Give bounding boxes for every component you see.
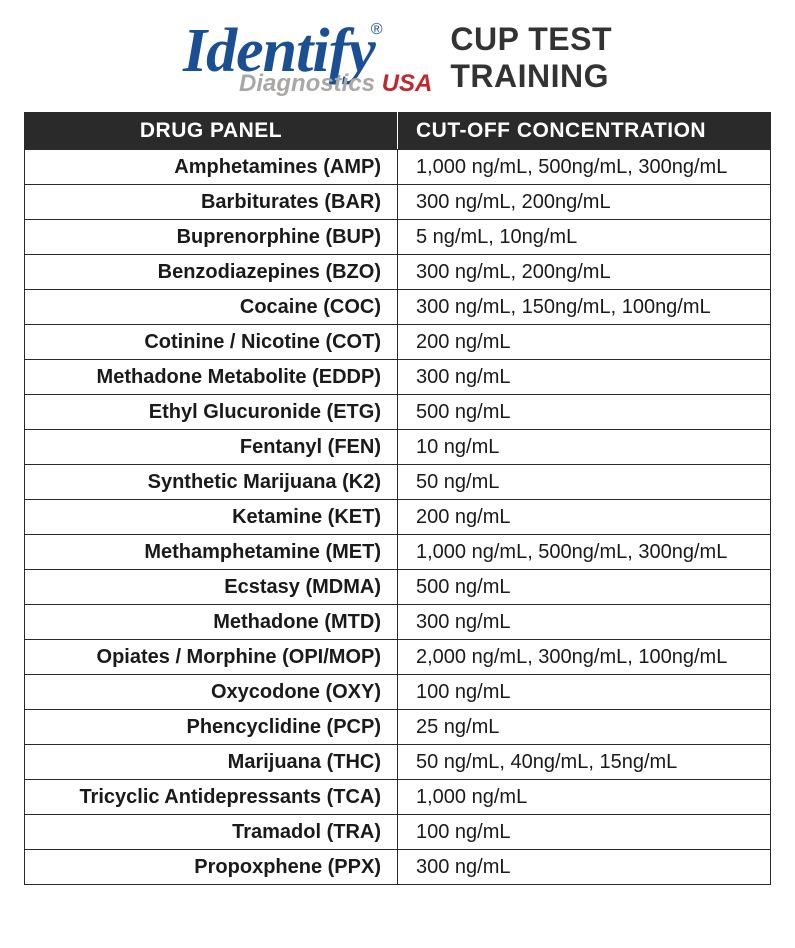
drug-panel-cell: Ecstasy (MDMA)	[25, 570, 398, 605]
drug-panel-cell: Oxycodone (OXY)	[25, 675, 398, 710]
cutoff-cell: 1,000 ng/mL, 500ng/mL, 300ng/mL	[398, 150, 771, 185]
cutoff-cell: 500 ng/mL	[398, 395, 771, 430]
table-row: Oxycodone (OXY)100 ng/mL	[25, 675, 771, 710]
cutoff-cell: 300 ng/mL, 200ng/mL	[398, 185, 771, 220]
cutoff-cell: 300 ng/mL	[398, 605, 771, 640]
drug-panel-cell: Methamphetamine (MET)	[25, 535, 398, 570]
registered-icon: ®	[371, 21, 383, 38]
drug-panel-cell: Benzodiazepines (BZO)	[25, 255, 398, 290]
drug-panel-cell: Marijuana (THC)	[25, 745, 398, 780]
cutoff-cell: 100 ng/mL	[398, 675, 771, 710]
drug-panel-cell: Phencyclidine (PCP)	[25, 710, 398, 745]
table-row: Marijuana (THC)50 ng/mL, 40ng/mL, 15ng/m…	[25, 745, 771, 780]
cutoff-cell: 1,000 ng/mL, 500ng/mL, 300ng/mL	[398, 535, 771, 570]
cutoff-cell: 2,000 ng/mL, 300ng/mL, 100ng/mL	[398, 640, 771, 675]
cutoff-cell: 300 ng/mL, 150ng/mL, 100ng/mL	[398, 290, 771, 325]
table-row: Tramadol (TRA)100 ng/mL	[25, 815, 771, 850]
cutoff-cell: 300 ng/mL	[398, 360, 771, 395]
cutoff-cell: 200 ng/mL	[398, 325, 771, 360]
table-row: Benzodiazepines (BZO)300 ng/mL, 200ng/mL	[25, 255, 771, 290]
cutoff-cell: 1,000 ng/mL	[398, 780, 771, 815]
table-header-row: DRUG PANEL CUT-OFF CONCENTRATION	[25, 113, 771, 150]
logo: Identify® Diagnostics USA	[183, 20, 432, 96]
table-row: Propoxphene (PPX)300 ng/mL	[25, 850, 771, 885]
cutoff-cell: 500 ng/mL	[398, 570, 771, 605]
page: Identify® Diagnostics USA CUP TEST TRAIN…	[0, 0, 795, 915]
cutoff-cell: 300 ng/mL	[398, 850, 771, 885]
col-header-cutoff: CUT-OFF CONCENTRATION	[398, 113, 771, 150]
table-row: Amphetamines (AMP)1,000 ng/mL, 500ng/mL,…	[25, 150, 771, 185]
table-row: Opiates / Morphine (OPI/MOP)2,000 ng/mL,…	[25, 640, 771, 675]
cutoff-cell: 300 ng/mL, 200ng/mL	[398, 255, 771, 290]
drug-panel-cell: Tramadol (TRA)	[25, 815, 398, 850]
drug-panel-cell: Barbiturates (BAR)	[25, 185, 398, 220]
drug-panel-cell: Amphetamines (AMP)	[25, 150, 398, 185]
table-row: Methadone Metabolite (EDDP)300 ng/mL	[25, 360, 771, 395]
drug-panel-cell: Buprenorphine (BUP)	[25, 220, 398, 255]
table-row: Phencyclidine (PCP)25 ng/mL	[25, 710, 771, 745]
table-row: Tricyclic Antidepressants (TCA)1,000 ng/…	[25, 780, 771, 815]
table-row: Fentanyl (FEN)10 ng/mL	[25, 430, 771, 465]
cutoff-cell: 100 ng/mL	[398, 815, 771, 850]
table-row: Ecstasy (MDMA)500 ng/mL	[25, 570, 771, 605]
table-row: Barbiturates (BAR)300 ng/mL, 200ng/mL	[25, 185, 771, 220]
drug-panel-cell: Methadone Metabolite (EDDP)	[25, 360, 398, 395]
table-row: Buprenorphine (BUP)5 ng/mL, 10ng/mL	[25, 220, 771, 255]
logo-sub-diagnostics: Diagnostics	[239, 70, 382, 97]
cutoff-cell: 50 ng/mL, 40ng/mL, 15ng/mL	[398, 745, 771, 780]
table-row: Methadone (MTD)300 ng/mL	[25, 605, 771, 640]
header: Identify® Diagnostics USA CUP TEST TRAIN…	[24, 20, 771, 96]
cutoff-cell: 5 ng/mL, 10ng/mL	[398, 220, 771, 255]
table-row: Ethyl Glucuronide (ETG)500 ng/mL	[25, 395, 771, 430]
drug-panel-cell: Tricyclic Antidepressants (TCA)	[25, 780, 398, 815]
cutoff-cell: 25 ng/mL	[398, 710, 771, 745]
drug-panel-cell: Ethyl Glucuronide (ETG)	[25, 395, 398, 430]
cutoff-cell: 50 ng/mL	[398, 465, 771, 500]
drug-panel-table: DRUG PANEL CUT-OFF CONCENTRATION Ampheta…	[24, 112, 771, 885]
cutoff-cell: 10 ng/mL	[398, 430, 771, 465]
drug-panel-cell: Ketamine (KET)	[25, 500, 398, 535]
table-body: Amphetamines (AMP)1,000 ng/mL, 500ng/mL,…	[25, 150, 771, 885]
drug-panel-cell: Cocaine (COC)	[25, 290, 398, 325]
table-row: Cotinine / Nicotine (COT)200 ng/mL	[25, 325, 771, 360]
drug-panel-cell: Fentanyl (FEN)	[25, 430, 398, 465]
drug-panel-cell: Methadone (MTD)	[25, 605, 398, 640]
title-line-2: TRAINING	[450, 58, 612, 95]
drug-panel-cell: Synthetic Marijuana (K2)	[25, 465, 398, 500]
page-title: CUP TEST TRAINING	[450, 21, 612, 95]
title-line-1: CUP TEST	[450, 21, 612, 58]
col-header-drug-panel: DRUG PANEL	[25, 113, 398, 150]
table-row: Cocaine (COC)300 ng/mL, 150ng/mL, 100ng/…	[25, 290, 771, 325]
cutoff-cell: 200 ng/mL	[398, 500, 771, 535]
table-row: Methamphetamine (MET)1,000 ng/mL, 500ng/…	[25, 535, 771, 570]
table-row: Ketamine (KET)200 ng/mL	[25, 500, 771, 535]
drug-panel-cell: Opiates / Morphine (OPI/MOP)	[25, 640, 398, 675]
drug-panel-cell: Propoxphene (PPX)	[25, 850, 398, 885]
table-row: Synthetic Marijuana (K2)50 ng/mL	[25, 465, 771, 500]
logo-sub-usa: USA	[382, 70, 433, 97]
drug-panel-cell: Cotinine / Nicotine (COT)	[25, 325, 398, 360]
